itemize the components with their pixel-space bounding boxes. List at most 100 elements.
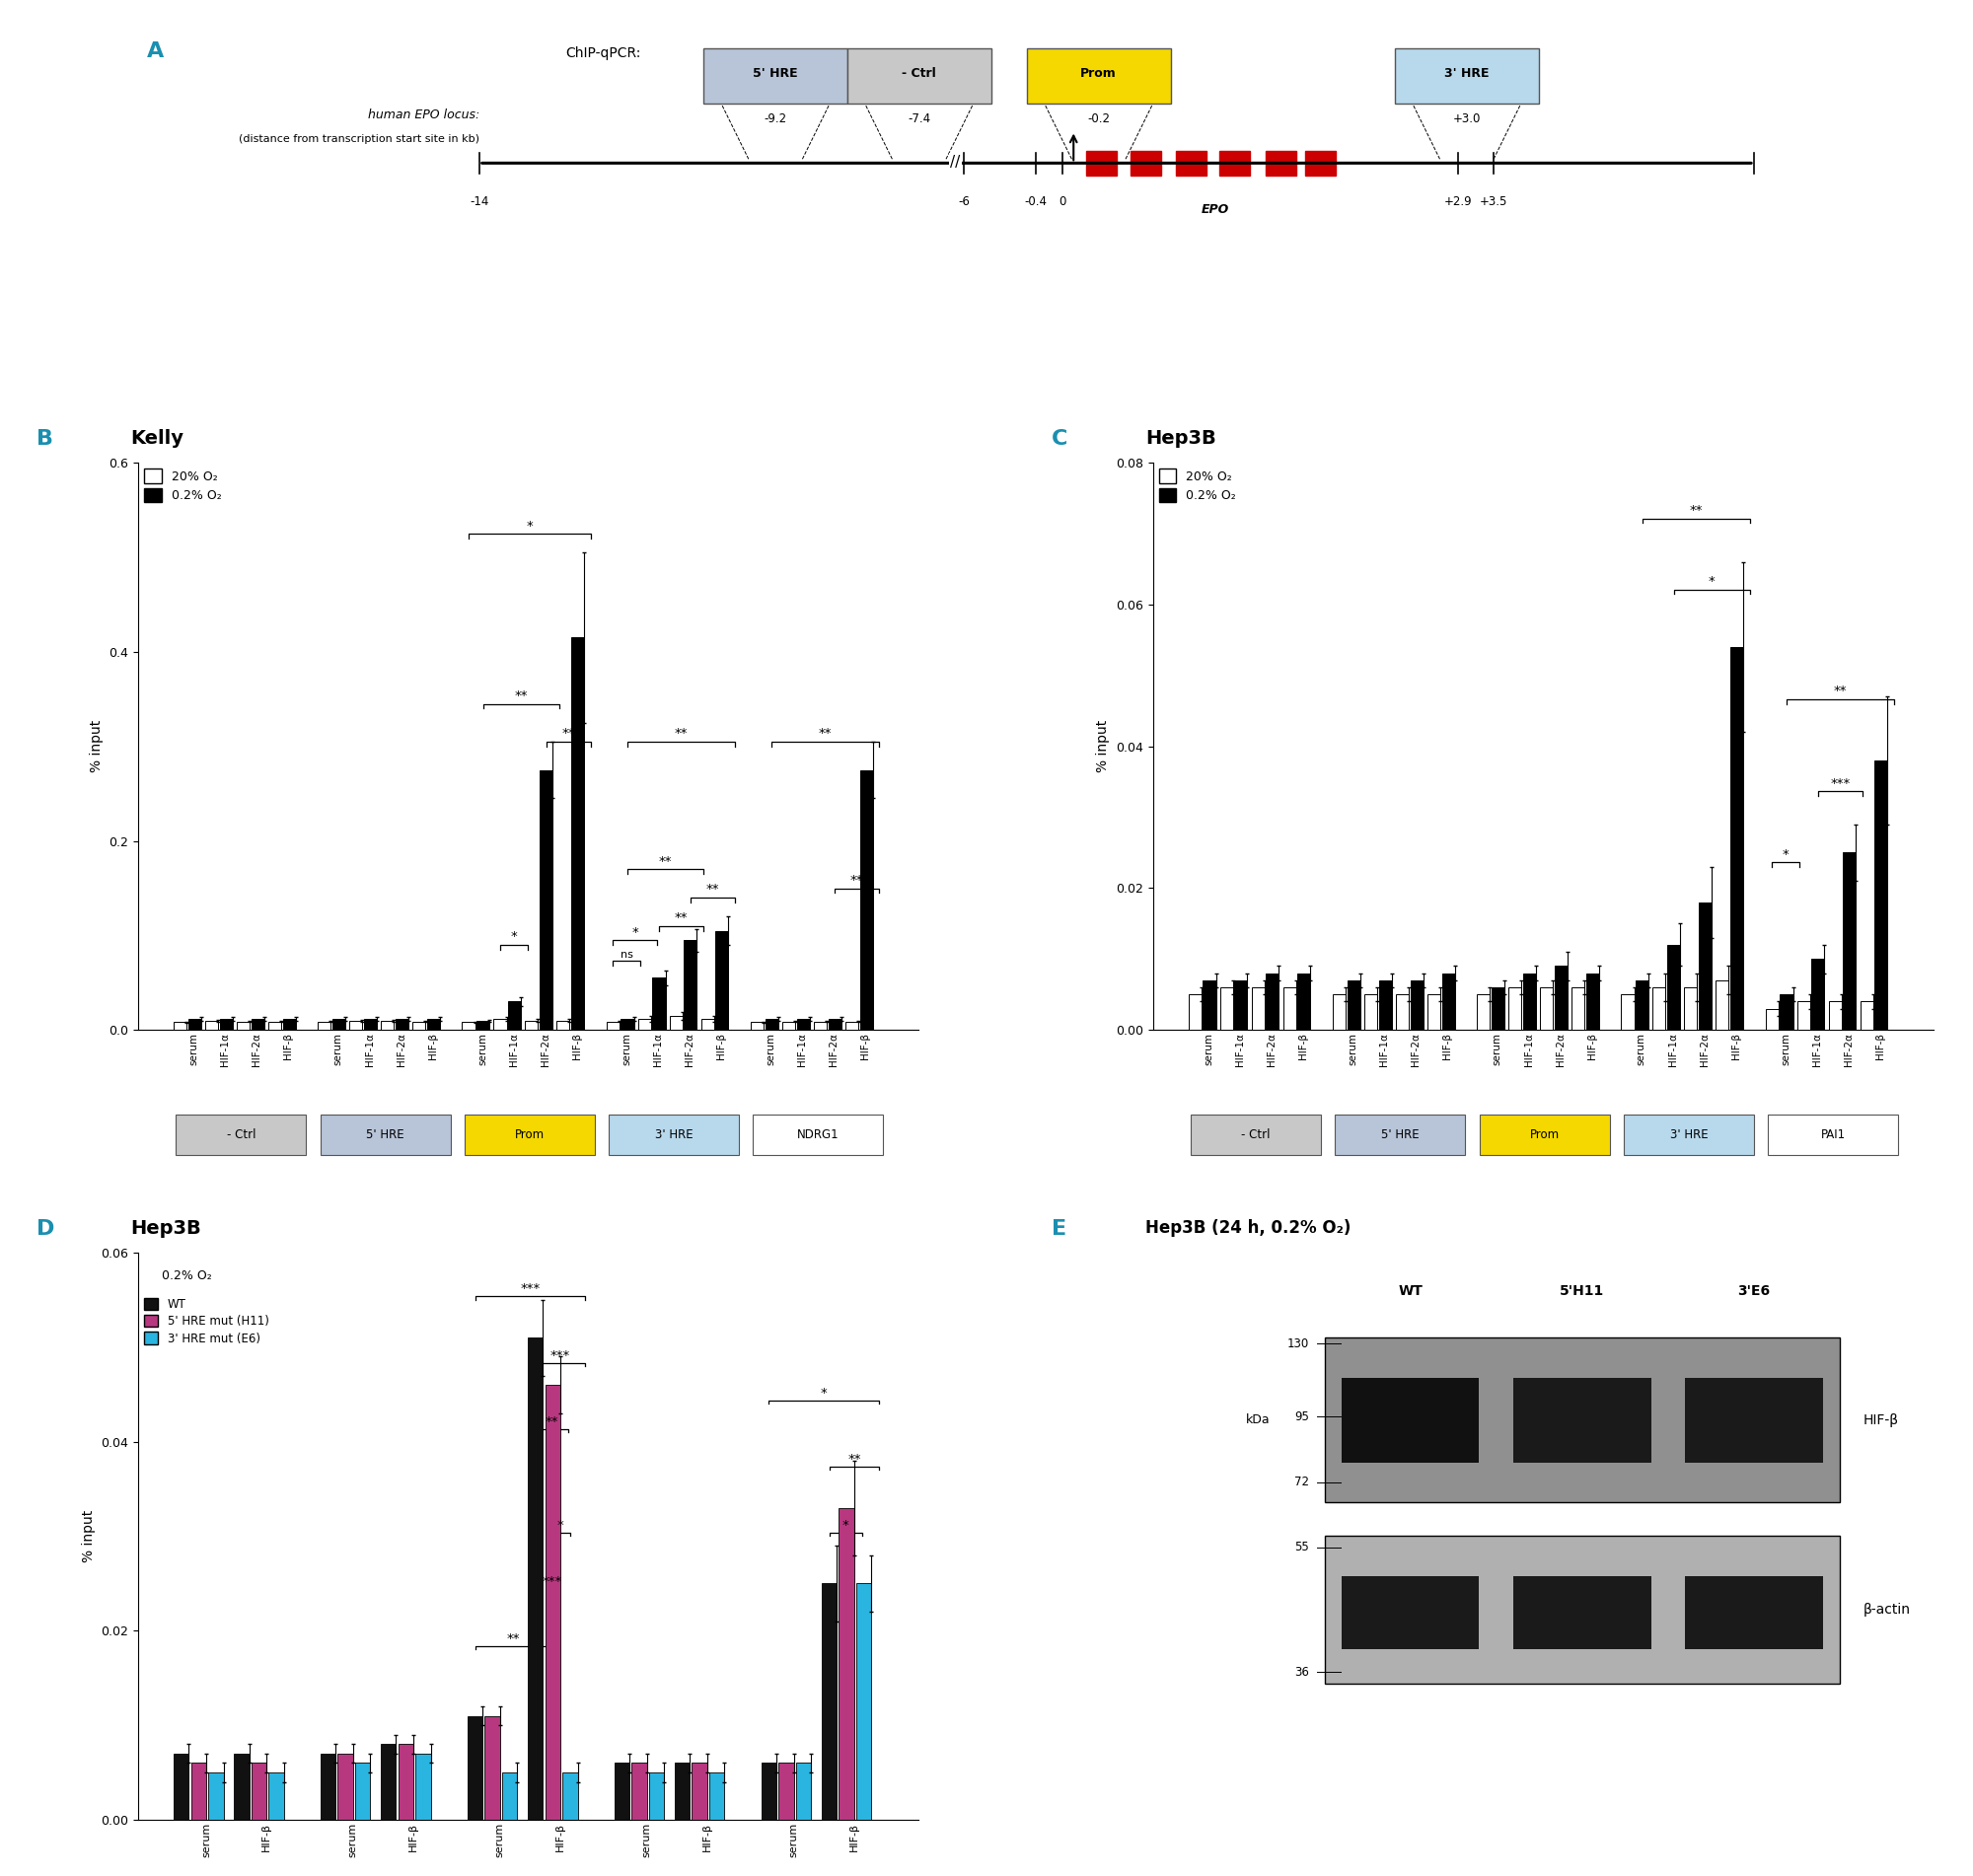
Text: **: ** — [562, 728, 574, 741]
Text: *: * — [556, 1520, 564, 1533]
FancyBboxPatch shape — [1395, 49, 1539, 103]
Bar — [468, 1717, 483, 1820]
Text: 95: 95 — [1294, 1411, 1308, 1424]
Bar — [416, 1754, 430, 1820]
Text: Kelly: Kelly — [130, 430, 183, 448]
Text: 3' HRE: 3' HRE — [1444, 68, 1490, 81]
Bar — [1653, 987, 1665, 1030]
Bar — [205, 1021, 219, 1030]
Bar — [556, 1021, 570, 1030]
Text: -9.2: -9.2 — [764, 113, 787, 126]
Text: *: * — [821, 1386, 827, 1399]
Text: kDa: kDa — [1245, 1413, 1271, 1426]
Bar — [860, 769, 872, 1030]
Text: - Ctrl: - Ctrl — [902, 68, 937, 81]
Text: *: * — [527, 520, 533, 533]
Text: 3'E6: 3'E6 — [1738, 1285, 1770, 1298]
Bar — [653, 977, 665, 1030]
Bar — [1348, 981, 1359, 1030]
Text: +3.5: +3.5 — [1480, 195, 1507, 208]
Bar — [1555, 966, 1567, 1030]
Bar — [675, 1763, 691, 1820]
Text: 55: 55 — [1294, 1540, 1308, 1553]
Bar — [1478, 994, 1490, 1030]
Bar — [268, 1021, 280, 1030]
Text: (distance from transcription start site in kb): (distance from transcription start site … — [239, 133, 479, 144]
Bar — [395, 1019, 408, 1030]
Text: -0.2: -0.2 — [1087, 113, 1111, 126]
Text: Hep3B (24 h, 0.2% O₂): Hep3B (24 h, 0.2% O₂) — [1144, 1219, 1352, 1236]
FancyBboxPatch shape — [1026, 49, 1170, 103]
Text: 0.2% O₂: 0.2% O₂ — [162, 1270, 211, 1283]
Bar — [750, 1022, 764, 1030]
Bar — [813, 1021, 827, 1030]
Text: 36: 36 — [1294, 1666, 1308, 1679]
Bar — [1204, 981, 1215, 1030]
Bar — [614, 1763, 629, 1820]
Text: **: ** — [545, 1415, 558, 1428]
Bar — [545, 1384, 560, 1820]
Bar — [509, 1002, 521, 1030]
FancyBboxPatch shape — [320, 1114, 450, 1154]
Bar — [1306, 150, 1336, 174]
Bar — [856, 1583, 872, 1820]
Text: **: ** — [515, 690, 529, 702]
Text: NDRG1: NDRG1 — [797, 1127, 839, 1141]
Y-axis label: % input: % input — [1097, 720, 1111, 773]
Text: **: ** — [819, 728, 833, 741]
Bar — [268, 1773, 284, 1820]
Bar — [1265, 150, 1296, 174]
Bar — [1843, 854, 1857, 1030]
Bar — [381, 1745, 397, 1820]
Bar — [251, 1763, 266, 1820]
Bar — [1541, 987, 1553, 1030]
Bar — [349, 1021, 363, 1030]
Text: PAI1: PAI1 — [1821, 1127, 1845, 1141]
Text: **: ** — [659, 855, 673, 869]
Bar — [766, 1019, 777, 1030]
Bar — [1282, 987, 1296, 1030]
Legend: 20% O₂, 0.2% O₂: 20% O₂, 0.2% O₂ — [144, 469, 221, 503]
Text: 5'H11: 5'H11 — [1561, 1285, 1604, 1298]
Bar — [477, 1021, 489, 1030]
Bar — [1685, 1377, 1823, 1463]
Bar — [1219, 150, 1249, 174]
Bar — [1342, 1576, 1480, 1649]
Bar — [1363, 994, 1377, 1030]
Bar — [700, 1019, 714, 1030]
Bar — [1685, 1576, 1823, 1649]
Bar — [1636, 981, 1649, 1030]
Text: -7.4: -7.4 — [908, 113, 931, 126]
Bar — [1411, 981, 1423, 1030]
Text: C: C — [1052, 430, 1067, 448]
Bar — [1267, 974, 1279, 1030]
Bar — [1131, 150, 1162, 174]
Bar — [187, 1019, 201, 1030]
Text: **: ** — [1833, 685, 1847, 698]
Bar — [363, 1019, 377, 1030]
FancyBboxPatch shape — [176, 1114, 306, 1154]
Bar — [251, 1019, 264, 1030]
Bar — [525, 1021, 539, 1030]
Bar — [606, 1021, 620, 1030]
Bar — [631, 1763, 647, 1820]
Bar — [1829, 1002, 1841, 1030]
Bar — [572, 638, 584, 1030]
Bar — [282, 1019, 296, 1030]
Bar — [1492, 987, 1505, 1030]
Bar — [1766, 1009, 1778, 1030]
Bar — [320, 1754, 335, 1820]
Bar — [1324, 1338, 1841, 1503]
Bar — [219, 1019, 233, 1030]
Text: ***: *** — [521, 1283, 541, 1296]
Bar — [844, 1021, 858, 1030]
Bar — [381, 1021, 395, 1030]
Bar — [1426, 994, 1440, 1030]
Bar — [781, 1021, 795, 1030]
Text: D: D — [37, 1219, 55, 1238]
Y-axis label: % input: % input — [81, 1510, 95, 1563]
FancyBboxPatch shape — [464, 1114, 594, 1154]
Bar — [527, 1338, 543, 1820]
Bar — [637, 1019, 651, 1030]
FancyBboxPatch shape — [754, 1114, 884, 1154]
